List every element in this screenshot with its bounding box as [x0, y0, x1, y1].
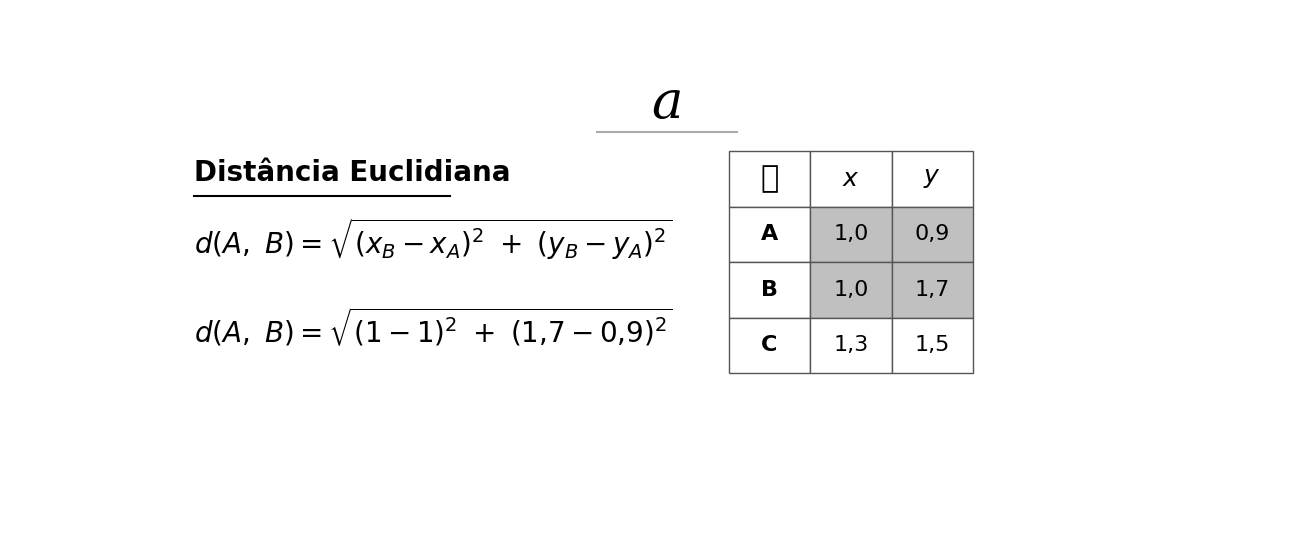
Text: B: B: [761, 280, 778, 300]
Text: 🧑: 🧑: [761, 165, 779, 193]
FancyBboxPatch shape: [891, 262, 974, 318]
Text: $x$: $x$: [842, 167, 860, 190]
FancyBboxPatch shape: [891, 151, 974, 207]
Text: C: C: [761, 335, 778, 356]
FancyBboxPatch shape: [810, 151, 891, 207]
Text: 1,3: 1,3: [834, 335, 869, 356]
Text: Distância Euclidiana: Distância Euclidiana: [194, 159, 510, 187]
Text: A: A: [761, 224, 778, 244]
FancyBboxPatch shape: [810, 207, 891, 262]
FancyBboxPatch shape: [729, 151, 810, 207]
Text: $d(A,\ B) = \sqrt{(x_B - x_A)^2\ +\ (y_B - y_A)^2}$: $d(A,\ B) = \sqrt{(x_B - x_A)^2\ +\ (y_B…: [194, 217, 672, 262]
Text: 1,0: 1,0: [834, 280, 869, 300]
Text: 1,0: 1,0: [834, 224, 869, 244]
FancyBboxPatch shape: [891, 207, 974, 262]
FancyBboxPatch shape: [729, 262, 810, 318]
Text: 0,9: 0,9: [915, 224, 950, 244]
FancyBboxPatch shape: [810, 262, 891, 318]
Text: a: a: [651, 78, 683, 129]
FancyBboxPatch shape: [810, 318, 891, 373]
FancyBboxPatch shape: [729, 207, 810, 262]
Text: $y$: $y$: [924, 167, 941, 190]
Text: 1,5: 1,5: [915, 335, 950, 356]
Text: $d(A,\ B) = \sqrt{(1 - 1)^2\ +\ (1{,}7 - 0{,}9)^2}$: $d(A,\ B) = \sqrt{(1 - 1)^2\ +\ (1{,}7 -…: [194, 305, 673, 349]
FancyBboxPatch shape: [891, 318, 974, 373]
FancyBboxPatch shape: [729, 318, 810, 373]
Text: 1,7: 1,7: [915, 280, 950, 300]
